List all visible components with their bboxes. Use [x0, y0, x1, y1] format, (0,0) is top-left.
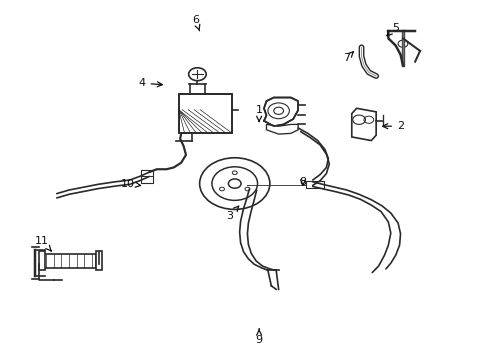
Text: 10: 10 [120, 179, 140, 189]
Circle shape [232, 171, 237, 175]
Polygon shape [264, 98, 298, 126]
Text: 3: 3 [226, 206, 238, 221]
Text: 8: 8 [299, 177, 306, 187]
Text: 7: 7 [343, 51, 353, 63]
Text: 5: 5 [386, 23, 398, 36]
Bar [178, 94, 232, 134]
Bar [141, 170, 153, 183]
Bar [39, 251, 45, 270]
Circle shape [188, 68, 206, 81]
Circle shape [397, 40, 407, 47]
Bar [178, 94, 232, 134]
Text: 2: 2 [382, 121, 403, 131]
Circle shape [219, 187, 224, 191]
Text: 6: 6 [192, 15, 200, 31]
Circle shape [228, 179, 241, 188]
Polygon shape [266, 125, 298, 134]
Circle shape [244, 187, 249, 191]
Text: 9: 9 [255, 329, 262, 345]
Circle shape [199, 158, 269, 210]
Polygon shape [351, 108, 375, 140]
Bar [306, 181, 324, 188]
Text: 11: 11 [35, 236, 51, 251]
Bar [42, 254, 96, 267]
Text: 1: 1 [255, 105, 262, 121]
Text: 4: 4 [138, 78, 162, 88]
Bar [96, 251, 102, 270]
